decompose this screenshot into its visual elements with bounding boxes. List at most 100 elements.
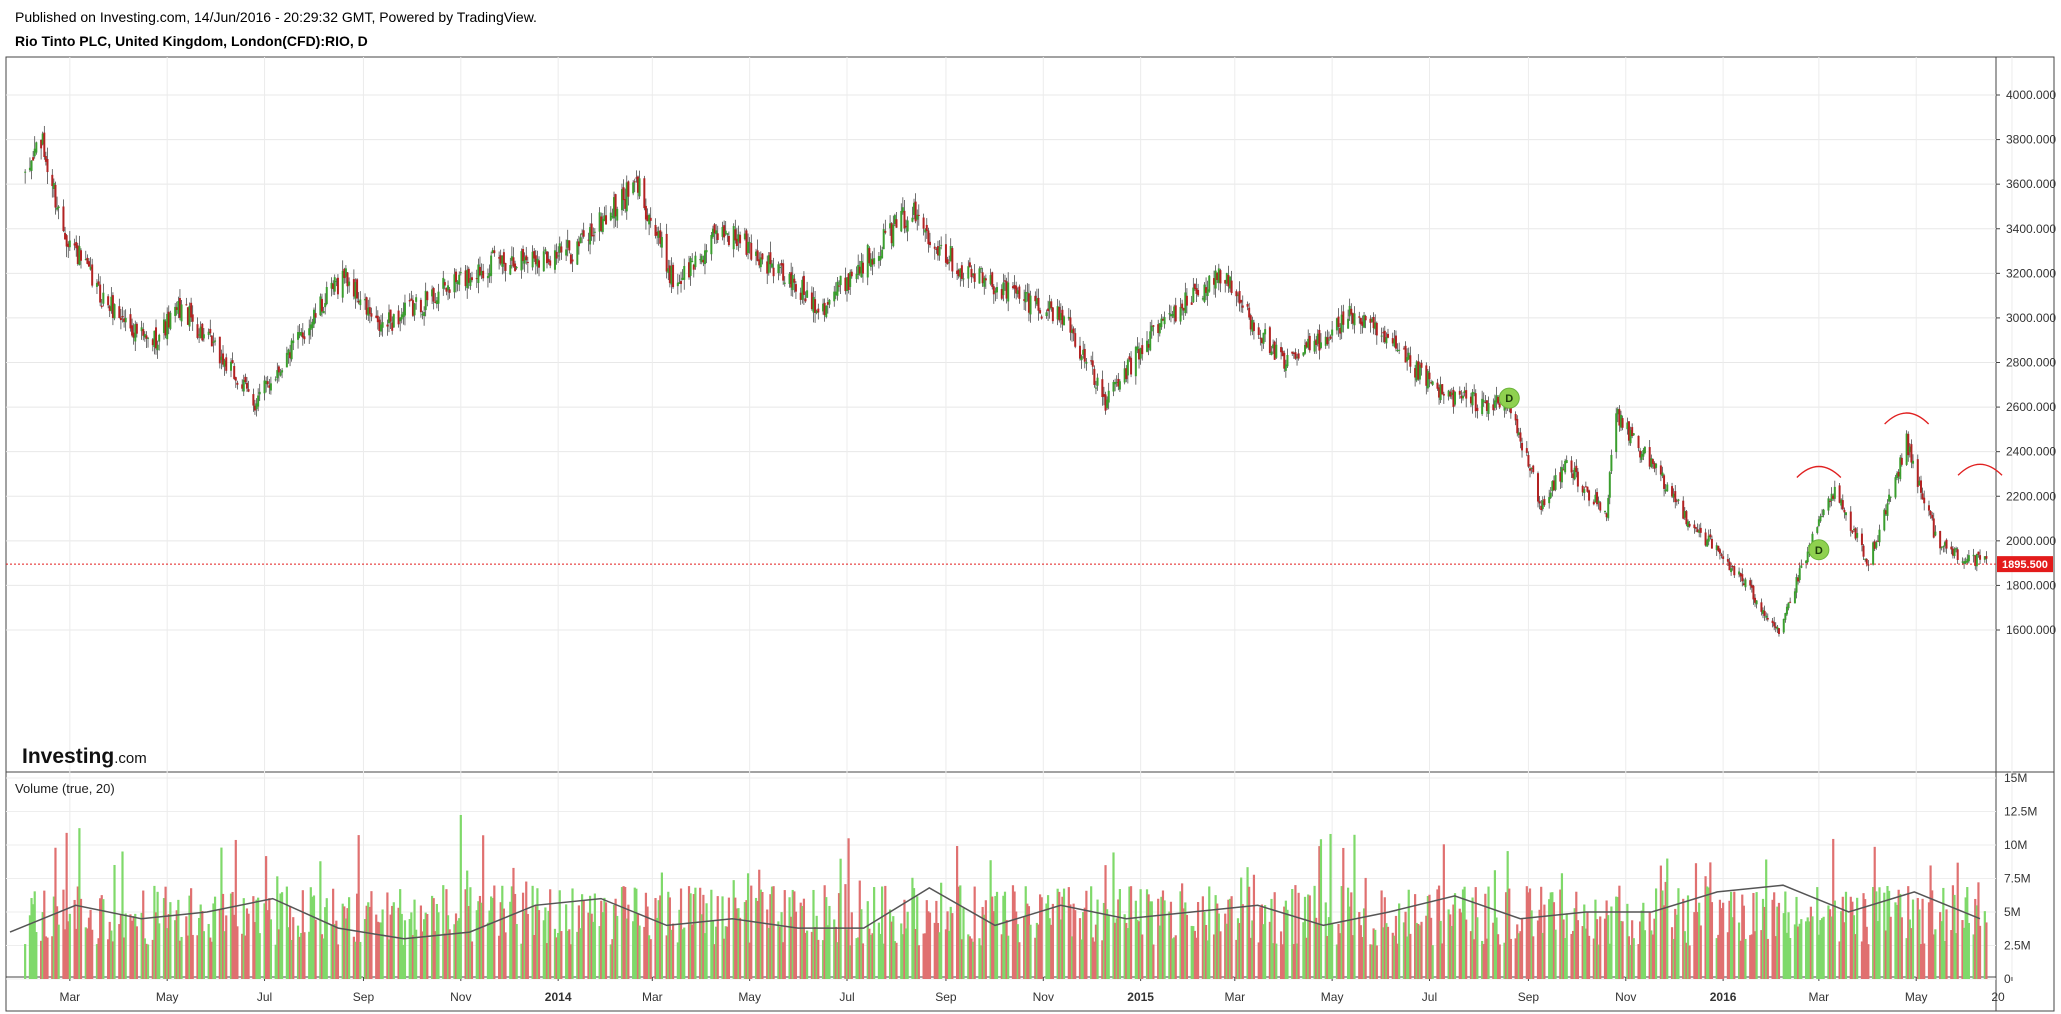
candle: [64, 226, 67, 240]
candle: [1386, 328, 1389, 339]
candle: [1318, 324, 1321, 360]
candle: [1436, 378, 1439, 391]
volume-bar: [1473, 939, 1476, 979]
price-tick-label: 1600.000: [2006, 623, 2056, 637]
volume-bar: [1292, 944, 1295, 979]
volume-bar: [55, 906, 59, 979]
volume-bar: [1449, 914, 1452, 979]
candle: [86, 254, 89, 265]
volume-bar: [1685, 942, 1688, 979]
candle: [1977, 551, 1980, 558]
candle: [437, 283, 440, 312]
volume-bar: [1640, 910, 1643, 979]
volume-bar: [493, 885, 496, 979]
volume-bar: [190, 888, 193, 979]
candle: [1083, 343, 1086, 369]
candle: [1093, 365, 1096, 388]
price-tick-label: 4000.000: [2006, 88, 2056, 102]
candle: [1469, 392, 1472, 408]
volume-bar: [1078, 918, 1082, 979]
volume-bar: [1742, 905, 1745, 979]
volume-bar: [180, 936, 183, 979]
volume-bar: [531, 885, 534, 979]
candle: [1107, 382, 1110, 410]
candle: [1264, 323, 1267, 342]
volume-bar: [1953, 894, 1956, 979]
candle: [1583, 486, 1586, 501]
candle: [1821, 509, 1824, 518]
candle: [76, 243, 79, 266]
volume-bar: [1508, 888, 1511, 979]
volume-bar: [218, 909, 221, 979]
volume-bar: [857, 937, 860, 979]
volume-bar: [1128, 886, 1131, 979]
candle: [1536, 471, 1539, 508]
candle: [536, 250, 539, 274]
volume-bar: [174, 920, 177, 979]
candle: [410, 290, 413, 301]
candle: [1950, 541, 1953, 555]
candle: [873, 247, 876, 267]
volume-bar: [1552, 902, 1556, 979]
volume-bar: [1666, 858, 1669, 979]
candle: [1543, 495, 1546, 507]
candle: [683, 258, 686, 290]
candle: [1398, 342, 1401, 355]
volume-bar: [888, 909, 892, 979]
candle: [1560, 460, 1563, 488]
volume-bar: [1704, 876, 1707, 979]
candle: [1482, 392, 1485, 407]
volume-bar: [1082, 912, 1085, 979]
volume-bar: [636, 914, 640, 979]
volume-bar: [1190, 925, 1193, 979]
candle: [1884, 504, 1887, 516]
candle: [1710, 535, 1713, 549]
candle: [1931, 511, 1934, 521]
volume-bar: [534, 904, 537, 979]
volume-bar: [1694, 863, 1698, 979]
candle: [1932, 512, 1935, 539]
volume-bar: [638, 925, 641, 979]
volume-bar: [655, 917, 659, 979]
candle: [577, 235, 580, 255]
volume-bar: [1806, 917, 1809, 979]
candle: [1715, 542, 1718, 556]
volume-bar: [1364, 877, 1367, 979]
candle: [526, 256, 529, 274]
candle: [381, 313, 384, 337]
candle: [579, 233, 582, 244]
candle: [756, 239, 759, 262]
candle: [1257, 323, 1260, 339]
candle: [1106, 396, 1109, 410]
volume-bar: [201, 910, 204, 979]
volume-bar: [1305, 937, 1308, 979]
candle: [822, 298, 825, 315]
volume-bar: [1616, 897, 1619, 979]
volume-bar: [1011, 885, 1015, 979]
candle: [223, 358, 226, 376]
candle: [480, 263, 483, 280]
candle: [1193, 283, 1196, 291]
volume-bar: [904, 928, 908, 979]
price-tick-label: 1800.000: [2006, 578, 2056, 592]
candle: [849, 269, 852, 295]
candle: [52, 178, 55, 198]
volume-bar: [135, 926, 138, 979]
candle: [815, 309, 818, 315]
volume-bar: [1776, 906, 1779, 979]
volume-bar: [1318, 846, 1321, 979]
volume-bar: [879, 933, 882, 979]
volume-bar: [1688, 945, 1691, 979]
volume-bar: [1626, 903, 1629, 979]
candle: [1024, 284, 1027, 311]
volume-bar: [1402, 922, 1406, 979]
volume-bar: [213, 896, 217, 979]
volume-bar: [1096, 899, 1099, 979]
volume-bar: [255, 899, 258, 979]
volume-tick-label: 5M: [2004, 905, 2021, 919]
volume-bar: [470, 941, 474, 979]
candle: [1051, 306, 1054, 324]
volume-bar: [1543, 904, 1546, 979]
volume-bar: [1101, 940, 1104, 979]
